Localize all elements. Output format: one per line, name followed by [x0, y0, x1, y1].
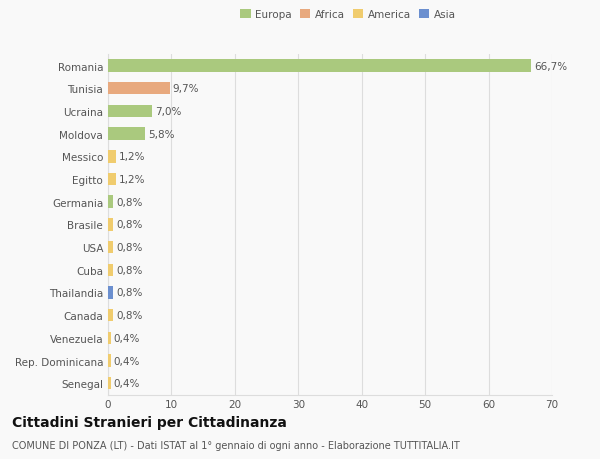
Text: 0,4%: 0,4% — [114, 356, 140, 366]
Bar — [108, 106, 152, 118]
Bar — [108, 196, 113, 208]
Text: 0,8%: 0,8% — [116, 265, 143, 275]
Text: 0,4%: 0,4% — [114, 378, 140, 388]
Text: COMUNE DI PONZA (LT) - Dati ISTAT al 1° gennaio di ogni anno - Elaborazione TUTT: COMUNE DI PONZA (LT) - Dati ISTAT al 1° … — [12, 440, 460, 450]
Bar — [108, 377, 110, 390]
Text: 1,2%: 1,2% — [119, 174, 145, 185]
Bar — [108, 309, 113, 322]
Bar — [108, 60, 531, 73]
Text: 0,8%: 0,8% — [116, 197, 143, 207]
Text: 0,8%: 0,8% — [116, 220, 143, 230]
Text: 0,8%: 0,8% — [116, 288, 143, 298]
Bar — [108, 128, 145, 140]
Text: 0,8%: 0,8% — [116, 310, 143, 320]
Bar — [108, 218, 113, 231]
Legend: Europa, Africa, America, Asia: Europa, Africa, America, Asia — [238, 7, 458, 22]
Text: 1,2%: 1,2% — [119, 152, 145, 162]
Text: Cittadini Stranieri per Cittadinanza: Cittadini Stranieri per Cittadinanza — [12, 415, 287, 429]
Text: 0,8%: 0,8% — [116, 242, 143, 252]
Text: 5,8%: 5,8% — [148, 129, 175, 140]
Bar — [108, 332, 110, 344]
Bar — [108, 151, 116, 163]
Bar — [108, 241, 113, 254]
Text: 66,7%: 66,7% — [534, 62, 568, 72]
Text: 7,0%: 7,0% — [155, 106, 182, 117]
Bar — [108, 286, 113, 299]
Bar — [108, 174, 116, 186]
Bar — [108, 264, 113, 276]
Bar — [108, 83, 170, 95]
Text: 0,4%: 0,4% — [114, 333, 140, 343]
Text: 9,7%: 9,7% — [173, 84, 199, 94]
Bar — [108, 354, 110, 367]
